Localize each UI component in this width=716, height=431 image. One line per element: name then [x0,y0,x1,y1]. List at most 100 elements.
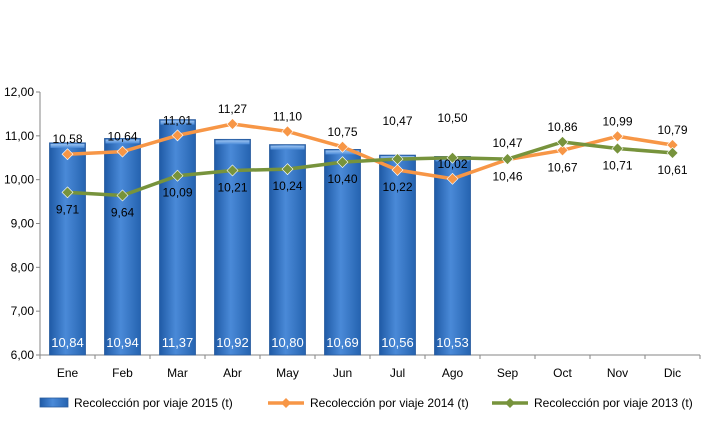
series-2014-marker [61,148,74,161]
series-2014-value-label: 10,22 [382,180,412,194]
series-2013-line [67,140,673,198]
bar-highlight [50,143,85,148]
series-2014-value-label: 10,02 [437,157,467,171]
series-2013-value-label: 10,40 [327,172,357,186]
legend-label-2015: Recolección por viaje 2015 (t) [74,396,233,410]
series-2013-value-label: 10,21 [217,180,247,194]
x-tick-label: Abr [223,366,242,380]
bar [324,149,361,356]
series-2013-marker [556,136,569,148]
x-tick-label: Mar [167,366,188,380]
x-tick-label: Sep [497,366,519,380]
bar [434,156,471,356]
series-2014-marker [391,164,404,176]
bar [104,138,141,356]
series-2014-marker [226,118,239,130]
series-2013-marker [61,186,74,199]
bar-highlight [215,140,250,145]
series-2014-value-label: 10,99 [602,114,632,128]
series-2014-value-label: 10,67 [547,160,577,174]
series-2013-value-label: 10,47 [382,114,412,128]
x-tick-label: Ago [442,366,464,380]
series-2013-value-label: 10,61 [657,163,687,177]
series-2014-value-label: 10,58 [52,132,82,146]
series-2013-value-label: 9,71 [56,202,80,216]
legend-marker-2014 [281,398,291,408]
bar-value-label: 10,53 [436,335,469,350]
bars-series-2015 [49,119,471,356]
bar-value-label: 11,37 [162,335,194,350]
series-2013-marker [611,142,624,155]
legend: Recolección por viaje 2015 (t) Recolecció… [39,396,693,410]
x-tick-label: Oct [553,366,572,380]
series-2014-marker [171,129,184,142]
x-tick-label: Dic [664,366,681,380]
series-2013-value-label: 10,71 [602,159,632,173]
x-tick-label: May [276,366,299,380]
bar-highlight [105,139,140,144]
y-tick-label: 6,00 [11,348,35,362]
series-2013-marker [446,151,459,164]
series-2013-marker [116,189,129,202]
series-2013-marker [501,153,514,165]
y-tick-label: 10,00 [4,173,34,187]
legend-marker-2013 [505,398,515,408]
x-tick-label: Jul [390,366,405,380]
bar [269,144,306,356]
x-tick-label: Ene [57,366,79,380]
x-tick-label: Nov [607,366,628,380]
series-2014-marker [116,145,129,158]
series-2013-value-label: 9,64 [111,205,135,219]
series-2013-marker [281,163,294,176]
axes: 6,00 7,00 8,00 9,00 10,00 11,00 12,00 Ene Feb Mar… [4,85,701,380]
series-2013-value-label: 10,86 [547,120,577,134]
bar-highlight [270,145,305,150]
series-2014-value-label: 10,79 [657,123,687,137]
bar-value-label: 10,80 [271,335,304,350]
bar-value-label: 10,94 [106,335,139,350]
y-tick-label: 7,00 [11,304,35,318]
series-2014-value-label: 10,75 [327,125,357,139]
series-2014-marker [611,130,624,143]
series-2014-marker [556,144,569,157]
y-tick-label: 11,00 [5,129,34,143]
bar-value-label: 10,92 [216,335,249,350]
y-tick-label: 9,00 [11,217,35,231]
bar-value-label: 10,84 [51,335,84,350]
series-2013-value-label: 10,50 [437,111,467,125]
series-2014-line [67,122,673,181]
y-tick-label: 8,00 [11,260,35,274]
series-2014-marker [446,172,459,185]
bar [49,142,86,356]
series-2014-value-label: 11,10 [273,109,302,123]
x-tick-label: Feb [112,366,133,380]
series-2013-marker [666,147,679,159]
data-labels: 10,84 10,94 11,37 10,92 10,80 10,69 10,56 10,53… [51,102,688,350]
bar [379,154,416,356]
series-2014-value-label: 10,64 [107,130,137,144]
legend-label-2013: Recolección por viaje 2013 (t) [534,396,693,410]
series-2014-value-label: 10,46 [492,170,522,184]
legend-label-2014: Recolección por viaje 2014 (t) [310,396,469,410]
series-2014-marker [336,140,349,153]
series-2013-marker [391,153,404,165]
series-2014-value-label: 11,01 [163,113,192,127]
x-tick-label: Jun [333,366,352,380]
line-series [61,118,679,202]
series-2013-marker [226,164,239,177]
series-2013-value-label: 10,24 [272,179,302,193]
series-2014-value-label: 11,27 [218,102,247,116]
series-2013-value-label: 10,47 [492,136,522,150]
bar-value-label: 10,56 [381,335,414,350]
legend-swatch-2015 [39,397,69,408]
bar-value-label: 10,69 [326,335,359,350]
series-2013-marker [171,169,184,182]
series-2014-marker [281,125,294,138]
y-tick-label: 12,00 [4,85,34,99]
series-2013-value-label: 10,09 [162,186,192,200]
bar [159,119,196,356]
bar-highlight [160,120,195,125]
series-2013-marker [336,156,349,169]
